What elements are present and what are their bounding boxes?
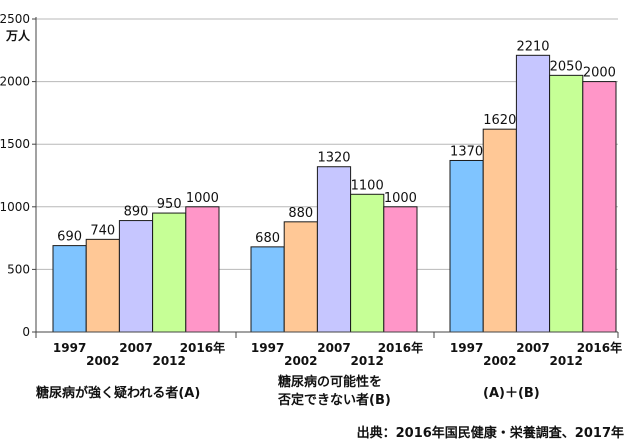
data-label-ab-2012: 2050 bbox=[550, 59, 583, 74]
data-label-b-2002: 880 bbox=[288, 206, 313, 221]
y-tick-label-2500: 2500 bbox=[0, 12, 30, 26]
data-label-a-1997: 690 bbox=[57, 230, 82, 245]
category-label-a-line-1: 糖尿病が強く疑われる者(A) bbox=[36, 386, 201, 401]
bar-b-2002 bbox=[283, 221, 318, 333]
year-label-a-2002: 2002 bbox=[86, 354, 119, 368]
category-label-a: 糖尿病が強く疑われる者(A) bbox=[36, 385, 200, 403]
category-label-b: 糖尿病の可能性を 否定できない者(B) bbox=[278, 374, 391, 410]
year-label-b-2012: 2012 bbox=[350, 354, 383, 368]
year-label-b-1997: 1997 bbox=[251, 341, 284, 355]
year-label-a-2012: 2012 bbox=[152, 354, 185, 368]
category-label-b-line-2: 否定できない者(B) bbox=[278, 393, 391, 408]
data-label-ab-2016年: 2000 bbox=[583, 66, 616, 81]
data-label-ab-2007: 2210 bbox=[516, 39, 549, 54]
category-label-ab-line-1: (A)＋(B) bbox=[483, 386, 540, 401]
data-label-b-2016年: 1000 bbox=[384, 191, 417, 206]
bar-b-2016年 bbox=[383, 206, 418, 333]
year-label-b-2007: 2007 bbox=[317, 341, 350, 355]
year-label-a-1997: 1997 bbox=[53, 341, 86, 355]
year-label-a-2016年: 2016年 bbox=[180, 340, 225, 355]
category-label-b-line-1: 糖尿病の可能性を bbox=[278, 375, 383, 390]
y-axis-unit: 万人 bbox=[6, 29, 31, 43]
category-label-ab: (A)＋(B) bbox=[483, 385, 540, 403]
data-label-a-2007: 890 bbox=[124, 205, 149, 220]
year-label-ab-1997: 1997 bbox=[450, 341, 483, 355]
bar-ab-2012 bbox=[549, 74, 584, 333]
year-label-b-2016年: 2016年 bbox=[378, 340, 423, 355]
bar-ab-2002 bbox=[482, 128, 517, 333]
data-label-a-2012: 950 bbox=[157, 197, 182, 212]
bar-b-2007 bbox=[316, 166, 352, 333]
y-tick-label-2000: 2000 bbox=[0, 75, 30, 89]
bar-ab-2007 bbox=[515, 54, 551, 333]
data-label-ab-1997: 1370 bbox=[450, 144, 483, 159]
y-tick-label-1000: 1000 bbox=[0, 200, 30, 214]
data-label-a-2002: 740 bbox=[90, 223, 115, 238]
y-tick-label-500: 500 bbox=[7, 262, 30, 276]
year-label-ab-2016年: 2016年 bbox=[577, 340, 622, 355]
year-label-ab-2012: 2012 bbox=[549, 354, 582, 368]
bar-ab-2016年 bbox=[582, 81, 617, 333]
year-label-a-2007: 2007 bbox=[119, 341, 152, 355]
year-label-b-2002: 2002 bbox=[284, 354, 317, 368]
bar-a-2002 bbox=[85, 238, 120, 333]
bar-ab-1997 bbox=[449, 159, 484, 333]
data-label-b-2012: 1100 bbox=[351, 178, 384, 193]
bar-b-1997 bbox=[250, 246, 285, 333]
data-label-ab-2002: 1620 bbox=[483, 113, 516, 128]
y-axis: 0 500 1000 1500 2000 2500 bbox=[0, 12, 37, 339]
y-tick-label-0: 0 bbox=[22, 325, 30, 339]
source-note: 出典：2016年国民健康・栄養調査、2017年 bbox=[356, 426, 624, 441]
data-label-a-2016年: 1000 bbox=[186, 191, 219, 206]
y-tick-label-1500: 1500 bbox=[0, 137, 30, 151]
bars bbox=[52, 54, 617, 333]
data-label-b-2007: 1320 bbox=[317, 151, 350, 166]
bar-a-2016年 bbox=[185, 206, 220, 333]
bar-a-2012 bbox=[152, 212, 187, 333]
bar-a-1997 bbox=[52, 245, 87, 333]
data-label-b-1997: 680 bbox=[255, 231, 280, 246]
year-label-ab-2007: 2007 bbox=[516, 341, 549, 355]
bar-a-2007 bbox=[118, 220, 154, 333]
bar-b-2012 bbox=[350, 193, 385, 333]
year-label-ab-2002: 2002 bbox=[483, 354, 516, 368]
